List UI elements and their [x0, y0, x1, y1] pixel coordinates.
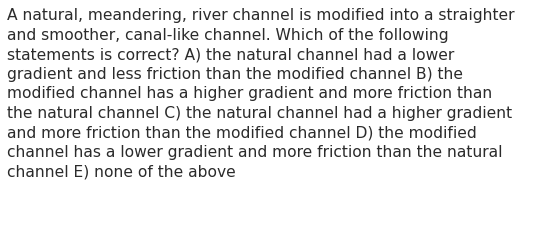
Text: A natural, meandering, river channel is modified into a straighter
and smoother,: A natural, meandering, river channel is …: [7, 8, 514, 179]
